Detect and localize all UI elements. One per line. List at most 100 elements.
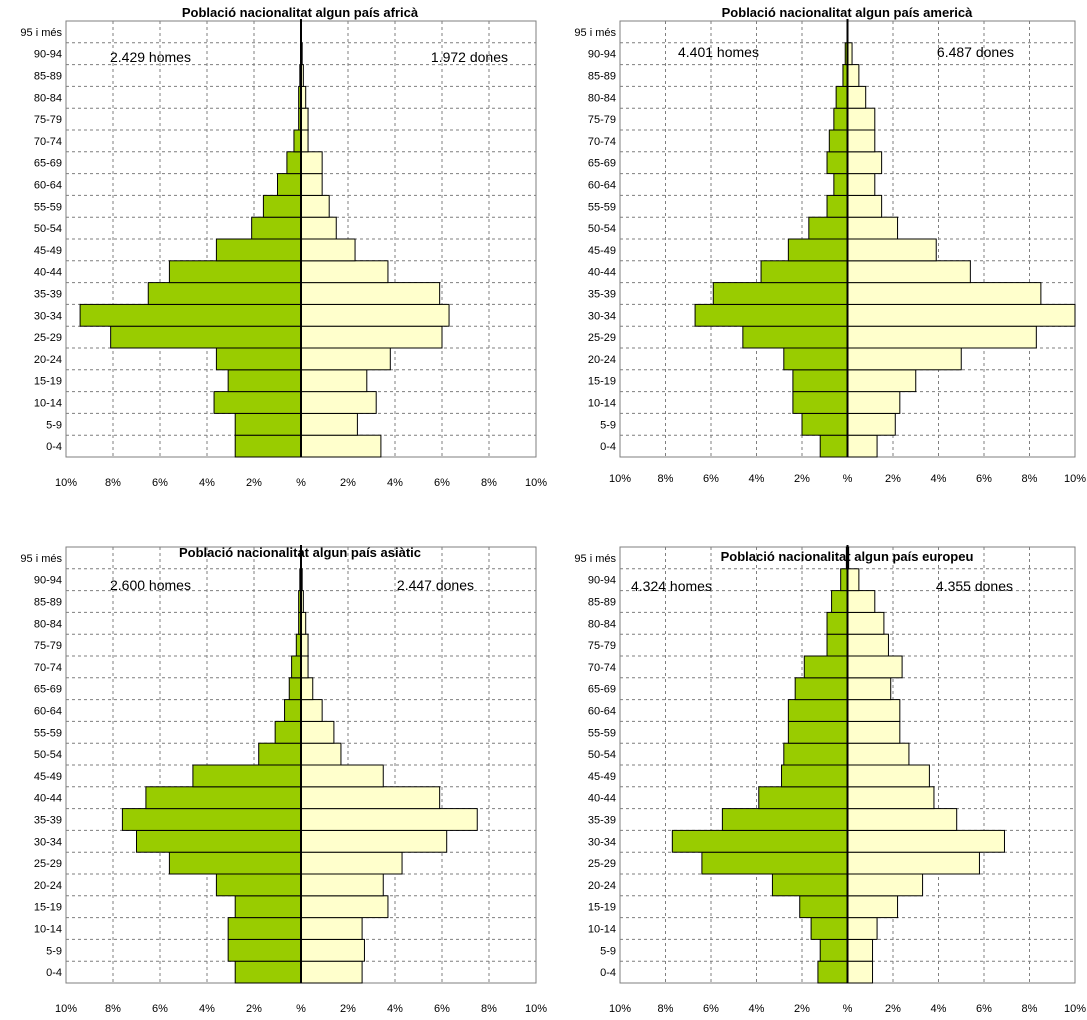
bar-men-30-34 [79, 303, 302, 327]
bar-women-25-29 [300, 851, 403, 875]
x-tick-label: % [843, 473, 853, 485]
bar-men-45-49 [192, 764, 302, 788]
bar-women-90-94 [847, 568, 860, 592]
x-tick-label: 6% [152, 1003, 168, 1015]
bar-men-55-59 [826, 194, 849, 218]
age-label: 5-9 [600, 419, 616, 431]
bar-women-15-19 [847, 895, 899, 919]
bar-men-25-29 [110, 325, 302, 349]
age-label: 5-9 [600, 945, 616, 957]
pyramid-chart-3: 0-4 5-9 10-14 15-19 20-24 25-29 30-34 35-39 40-4… [574, 545, 1086, 1015]
age-label: 10-14 [588, 924, 616, 936]
women-total-label: 1.972 dones [431, 49, 508, 65]
chart-title: Població nacionalitat algun país asiàtic [179, 545, 421, 560]
bar-women-0-4 [847, 960, 874, 984]
age-label: 60-64 [34, 180, 62, 192]
age-label: 75-79 [34, 114, 62, 126]
bar-men-5-9 [227, 938, 302, 962]
age-label: 25-29 [588, 858, 616, 870]
bar-women-80-84 [847, 85, 867, 109]
bar-women-40-44 [300, 786, 441, 810]
bar-women-70-74 [847, 655, 903, 679]
age-label: 60-64 [34, 706, 62, 718]
bar-men-65-69 [794, 677, 848, 701]
age-label: 20-24 [34, 880, 62, 892]
bar-men-35-39 [721, 808, 848, 831]
age-label: 80-84 [34, 618, 62, 630]
bar-men-5-9 [234, 412, 302, 436]
bar-men-20-24 [771, 873, 848, 897]
age-label: 20-24 [588, 880, 616, 892]
bar-women-25-29 [847, 325, 1037, 349]
age-label: 15-19 [588, 376, 616, 388]
bar-men-70-74 [828, 129, 848, 153]
x-tick-label: 8% [481, 477, 497, 489]
bar-men-30-34 [694, 303, 849, 327]
age-label: 85-89 [34, 71, 62, 83]
bar-women-50-54 [300, 742, 342, 766]
bar-women-10-14 [300, 917, 363, 940]
age-label: 50-54 [588, 223, 616, 235]
age-label: 45-49 [588, 245, 616, 257]
pyramid-chart-0: 0-4 5-9 10-14 15-19 20-24 25-29 30-34 35-39 40-4… [20, 5, 547, 489]
bar-men-60-64 [277, 173, 302, 196]
bar-women-55-59 [847, 194, 883, 218]
bar-women-45-49 [300, 238, 356, 262]
bar-men-5-9 [819, 938, 849, 962]
age-label: 65-69 [588, 158, 616, 170]
bar-women-85-89 [847, 64, 860, 87]
x-tick-label: 6% [976, 1003, 992, 1015]
bar-women-75-79 [847, 107, 876, 131]
bar-men-20-24 [215, 873, 302, 897]
age-label: 70-74 [34, 136, 62, 148]
age-label: 40-44 [588, 267, 616, 279]
bar-women-65-69 [847, 151, 883, 175]
bar-men-25-29 [742, 325, 848, 349]
bar-men-45-49 [787, 238, 848, 262]
age-label: 50-54 [34, 223, 62, 235]
bar-men-30-34 [136, 829, 302, 853]
bar-men-45-49 [215, 238, 302, 262]
bar-men-55-59 [274, 720, 302, 744]
bar-women-50-54 [847, 742, 910, 766]
bar-women-10-14 [847, 391, 901, 414]
bar-women-45-49 [300, 764, 384, 788]
bar-men-65-69 [826, 151, 849, 175]
x-tick-label: 4% [199, 1003, 215, 1015]
age-label: 55-59 [34, 727, 62, 739]
age-label: 15-19 [588, 902, 616, 914]
bar-men-65-69 [286, 151, 302, 175]
bar-women-20-24 [847, 873, 924, 897]
x-tick-label: 6% [152, 477, 168, 489]
bar-men-50-54 [258, 742, 302, 766]
bar-men-45-49 [781, 764, 849, 788]
bar-men-10-14 [810, 917, 848, 940]
bar-women-40-44 [300, 260, 389, 284]
women-total-label: 4.355 dones [936, 578, 1013, 594]
bar-men-0-4 [817, 960, 848, 984]
men-total-label: 4.401 homes [678, 44, 759, 60]
age-label: 90-94 [588, 575, 616, 587]
age-label: 30-34 [34, 836, 62, 848]
bar-women-25-29 [847, 851, 980, 875]
bar-men-10-14 [792, 391, 849, 414]
bar-men-15-19 [227, 369, 302, 393]
x-tick-label: 2% [340, 1003, 356, 1015]
age-label: 0-4 [600, 967, 616, 979]
bar-men-25-29 [701, 851, 849, 875]
bar-men-40-44 [145, 786, 302, 810]
bar-women-30-34 [847, 829, 1005, 853]
bar-women-5-9 [300, 938, 365, 962]
age-label: 30-34 [588, 310, 616, 322]
age-label: 20-24 [34, 354, 62, 366]
age-label: 25-29 [34, 332, 62, 344]
bar-women-75-79 [300, 107, 309, 131]
women-total-label: 6.487 dones [937, 44, 1014, 60]
age-label: 95 i més [20, 27, 62, 39]
bar-men-50-54 [808, 216, 849, 240]
x-tick-label: 2% [340, 477, 356, 489]
x-tick-label: 10% [525, 477, 547, 489]
x-tick-label: 10% [55, 1003, 77, 1015]
bar-men-70-74 [293, 129, 302, 153]
bar-women-70-74 [300, 655, 309, 679]
